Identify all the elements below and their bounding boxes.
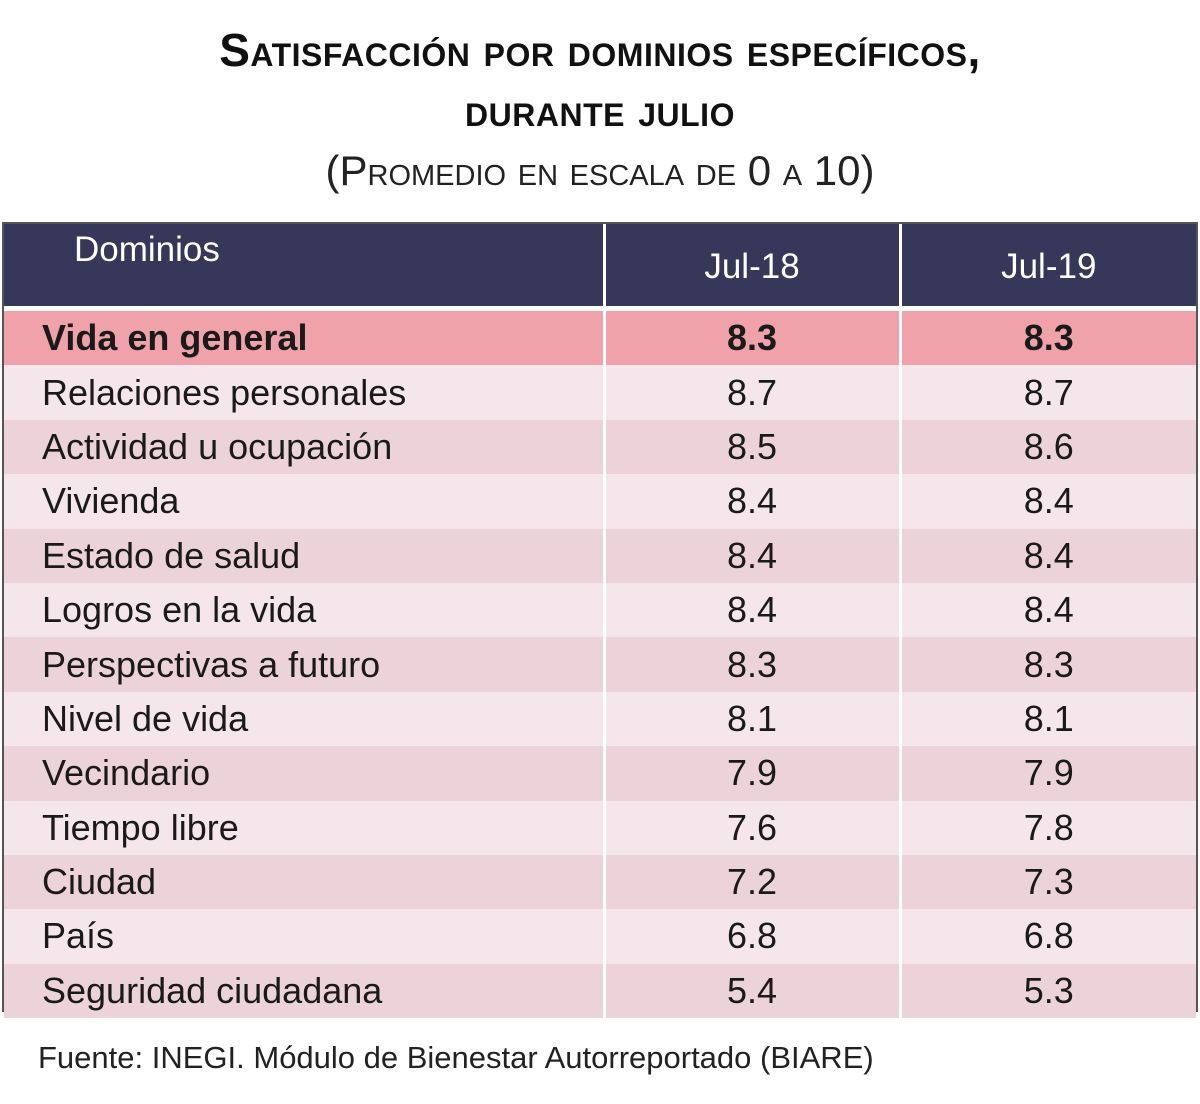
row-label: Seguridad ciudadana (4, 963, 606, 1019)
table-row: Seguridad ciudadana 5.4 5.3 (4, 963, 1196, 1019)
chart-title-line-1: Satisfacción por dominios específicos, (219, 24, 981, 76)
column-header-jul-19: Jul-19 (900, 224, 1196, 311)
table-row: Vivienda 8.4 8.4 (4, 474, 1196, 529)
value-jul-18: 5.4 (604, 963, 902, 1019)
table-row: Perspectivas a futuro 8.3 8.3 (4, 637, 1196, 692)
table-row: Tiempo libre 7.6 7.8 (4, 800, 1196, 855)
value-jul-19: 5.3 (900, 963, 1196, 1019)
row-label: Relaciones personales (4, 365, 606, 420)
table-row: Estado de salud 8.4 8.4 (4, 528, 1196, 583)
value-jul-18: 8.3 (604, 308, 902, 366)
row-label: Perspectivas a futuro (4, 637, 606, 692)
value-jul-19: 8.7 (900, 365, 1196, 420)
table-body: Vida en general 8.3 8.3 Relaciones personal… (4, 308, 1196, 1019)
value-jul-18: 7.6 (604, 800, 902, 855)
row-label: País (4, 909, 606, 964)
row-label: Tiempo libre (4, 800, 606, 855)
value-jul-19: 8.3 (900, 637, 1196, 692)
table-row: Logros en la vida 8.4 8.4 (4, 582, 1196, 638)
chart-subtitle: (Promedio en escala de 0 a 10) (325, 147, 875, 194)
value-jul-18: 7.9 (604, 746, 902, 801)
table-row: Relaciones personales 8.7 8.7 (4, 365, 1196, 420)
row-label: Vida en general (4, 308, 606, 366)
value-jul-19: 6.8 (900, 909, 1196, 964)
value-jul-18: 8.7 (604, 365, 902, 420)
row-label: Nivel de vida (4, 691, 606, 747)
value-jul-18: 8.5 (604, 419, 902, 475)
title-block: Satisfacción por dominios específicos, d… (0, 20, 1200, 200)
row-label: Logros en la vida (4, 582, 606, 638)
value-jul-18: 8.4 (604, 582, 902, 638)
value-jul-19: 8.1 (900, 691, 1196, 747)
value-jul-19: 7.8 (900, 800, 1196, 855)
row-label: Vecindario (4, 746, 606, 801)
value-jul-18: 8.1 (604, 691, 902, 747)
value-jul-19: 8.6 (900, 419, 1196, 475)
data-table: Dominios Jul-18 Jul-19 Vida en general 8.… (4, 224, 1196, 1019)
value-jul-19: 8.4 (900, 582, 1196, 638)
row-label: Ciudad (4, 854, 606, 910)
row-label: Vivienda (4, 474, 606, 529)
table-row: País 6.8 6.8 (4, 909, 1196, 964)
value-jul-18: 8.4 (604, 528, 902, 583)
value-jul-18: 7.2 (604, 854, 902, 910)
table-row: Vecindario 7.9 7.9 (4, 746, 1196, 801)
row-label: Actividad u ocupación (4, 419, 606, 475)
value-jul-18: 6.8 (604, 909, 902, 964)
value-jul-18: 8.3 (604, 637, 902, 692)
source-note: Fuente: INEGI. Módulo de Bienestar Autor… (38, 1040, 874, 1075)
value-jul-19: 8.4 (900, 474, 1196, 529)
value-jul-19: 7.3 (900, 854, 1196, 910)
header-row: Dominios Jul-18 Jul-19 (4, 224, 1196, 311)
column-header-dominios: Dominios (4, 224, 606, 311)
row-label: Estado de salud (4, 528, 606, 583)
value-jul-19: 8.3 (900, 308, 1196, 366)
table-row: Nivel de vida 8.1 8.1 (4, 691, 1196, 747)
chart-title-line-2: durante julio (465, 84, 735, 136)
table-row: Ciudad 7.2 7.3 (4, 854, 1196, 910)
table-row: Vida en general 8.3 8.3 (4, 308, 1196, 366)
satisfaction-table: Dominios Jul-18 Jul-19 Vida en general 8.… (2, 222, 1198, 1019)
value-jul-18: 8.4 (604, 474, 902, 529)
value-jul-19: 8.4 (900, 528, 1196, 583)
table-row: Actividad u ocupación 8.5 8.6 (4, 419, 1196, 475)
value-jul-19: 7.9 (900, 746, 1196, 801)
column-header-jul-18: Jul-18 (604, 224, 902, 311)
